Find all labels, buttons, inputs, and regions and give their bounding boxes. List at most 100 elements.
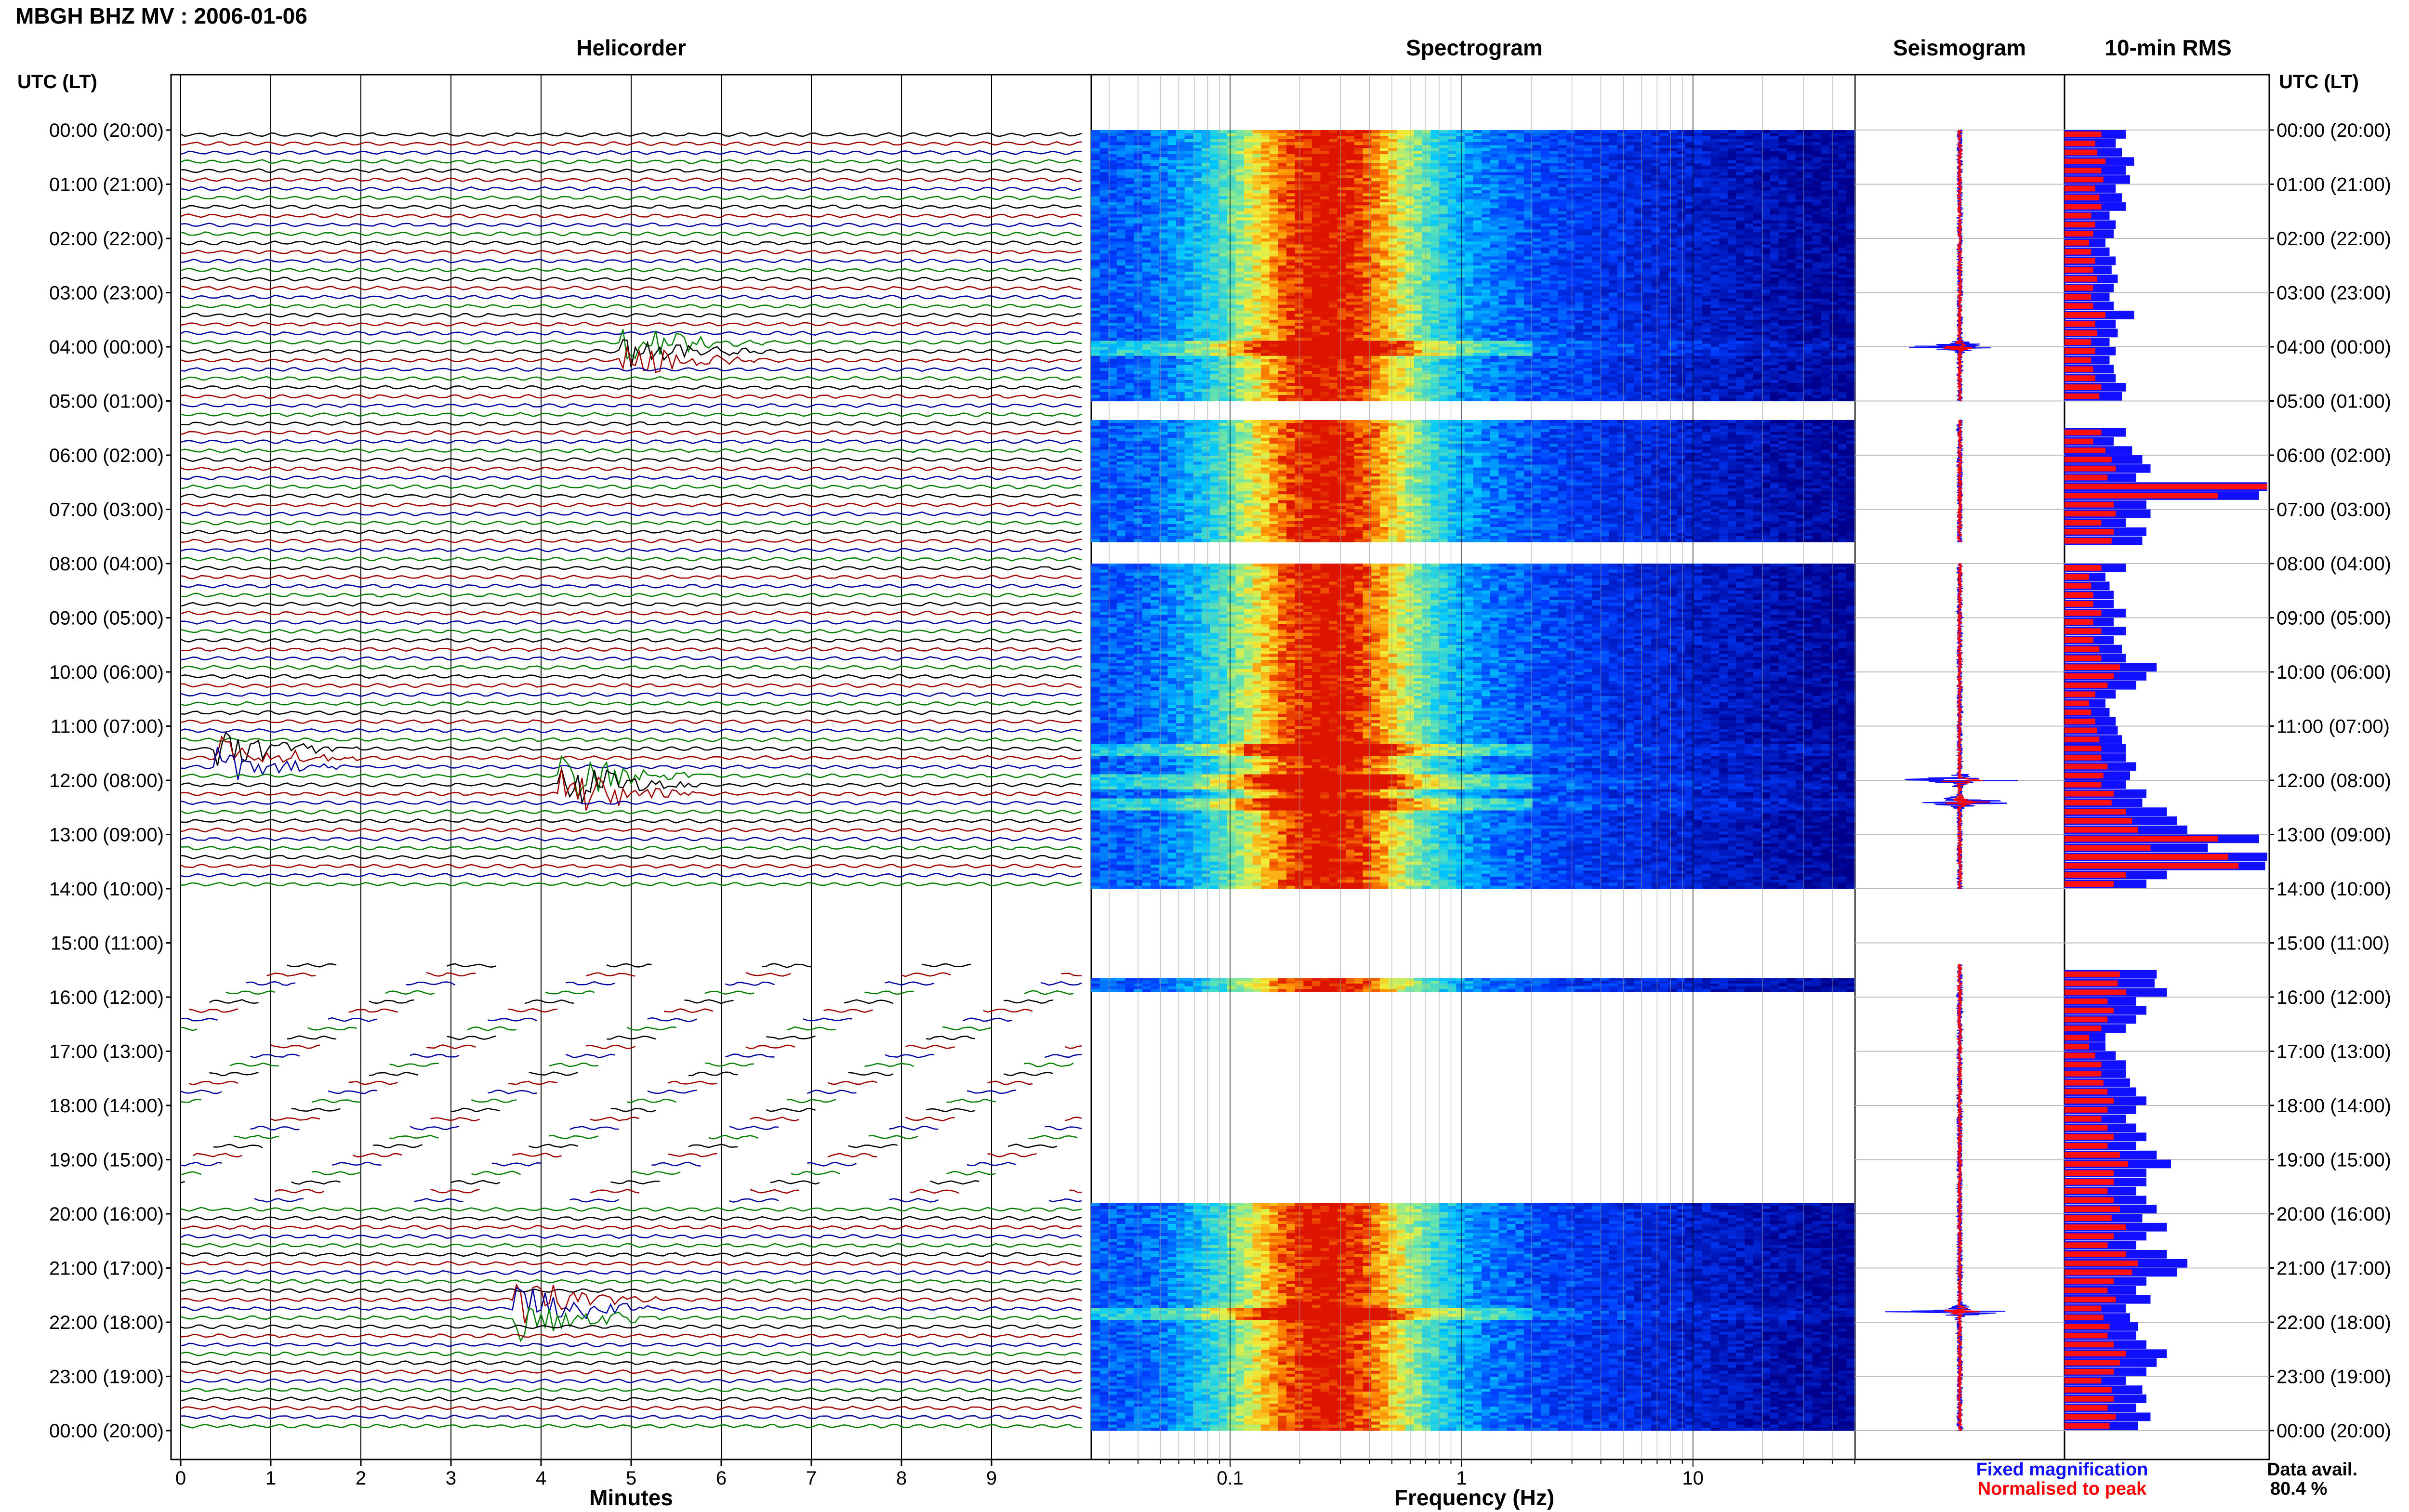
spectrogram-cell xyxy=(1804,277,1813,281)
spectrogram-cell xyxy=(1702,145,1711,149)
spectrogram-cell xyxy=(1303,256,1312,260)
spectrogram-cell xyxy=(1515,220,1524,224)
spectrogram-cell xyxy=(1812,139,1822,143)
spectrogram-cell xyxy=(1414,205,1423,209)
spectrogram-cell xyxy=(1295,217,1304,221)
spectrogram-cell xyxy=(1651,247,1660,251)
spectrogram-cell xyxy=(1159,214,1168,218)
spectrogram-cell xyxy=(1812,280,1822,284)
spectrogram-cell xyxy=(1498,256,1508,260)
helicorder-trace xyxy=(180,376,1082,381)
spectrogram-cell xyxy=(1311,130,1321,133)
spectrogram-cell xyxy=(1456,259,1465,263)
spectrogram-cell xyxy=(1541,148,1550,152)
spectrogram-cell xyxy=(1320,199,1329,203)
spectrogram-cell xyxy=(1702,253,1711,257)
spectrogram-cell xyxy=(1447,253,1456,257)
spectrogram-cell xyxy=(1575,175,1584,179)
spectrogram-cell xyxy=(1702,280,1711,284)
spectrogram-cell xyxy=(1379,271,1389,275)
spectrogram-cell xyxy=(1091,142,1100,145)
spectrogram-cell xyxy=(1269,253,1278,257)
spectrogram-cell xyxy=(1167,145,1177,149)
spectrogram-cell xyxy=(1176,130,1185,133)
spectrogram-cell xyxy=(1252,275,1261,278)
spectrogram-cell xyxy=(1498,220,1508,224)
spectrogram-cell xyxy=(1482,208,1491,212)
spectrogram-cell xyxy=(1371,268,1380,272)
spectrogram-cell xyxy=(1668,142,1677,145)
spectrogram-cell xyxy=(1414,148,1423,152)
spectrogram-cell xyxy=(1532,280,1541,284)
spectrogram-cell xyxy=(1244,193,1253,197)
spectrogram-cell xyxy=(1456,175,1465,179)
spectrogram-cell xyxy=(1736,247,1745,251)
spectrogram-cell xyxy=(1422,142,1431,145)
spectrogram-cell xyxy=(1651,256,1660,260)
spectrogram-cell xyxy=(1286,190,1296,194)
spectrogram-cell xyxy=(1091,265,1100,269)
spectrogram-cell xyxy=(1846,211,1855,215)
spectrogram-cell xyxy=(1201,214,1211,218)
spectrogram-cell xyxy=(1447,235,1456,239)
spectrogram-cell xyxy=(1524,268,1533,272)
spectrogram-cell xyxy=(1583,211,1592,215)
spectrogram-cell xyxy=(1507,253,1516,257)
spectrogram-cell xyxy=(1227,190,1236,194)
spectrogram-cell xyxy=(1295,175,1304,179)
spectrogram-cell xyxy=(1091,241,1100,245)
spectrogram-cell xyxy=(1193,136,1202,140)
spectrogram-cell xyxy=(1838,208,1847,212)
spectrogram-cell xyxy=(1515,160,1524,164)
spectrogram-cell xyxy=(1193,275,1202,278)
spectrogram-cell xyxy=(1541,163,1550,167)
spectrogram-cell xyxy=(1346,172,1355,176)
spectrogram-cell xyxy=(1515,223,1524,227)
spectrogram-cell xyxy=(1642,253,1652,257)
spectrogram-cell xyxy=(1125,184,1134,188)
spectrogram-cell xyxy=(1727,181,1736,185)
spectrogram-cell xyxy=(1430,259,1440,263)
spectrogram-cell xyxy=(1532,175,1541,179)
spectrogram-image xyxy=(1091,130,1855,1431)
time-label-right: 04:00 (00:00) xyxy=(2277,337,2391,358)
spectrogram-cell xyxy=(1719,190,1728,194)
spectrogram-cell xyxy=(1286,263,1296,266)
spectrogram-cell xyxy=(1778,256,1787,260)
spectrogram-cell xyxy=(1558,145,1567,149)
spectrogram-cell xyxy=(1363,184,1372,188)
spectrogram-cell xyxy=(1473,214,1482,218)
spectrogram-cell xyxy=(1439,205,1448,209)
spectrogram-cell xyxy=(1151,287,1160,290)
spectrogram-cell xyxy=(1439,181,1448,185)
spectrogram-cell xyxy=(1761,148,1771,152)
spectrogram-cell xyxy=(1710,277,1720,281)
spectrogram-cell xyxy=(1269,241,1278,245)
spectrogram-cell xyxy=(1795,277,1804,281)
spectrogram-cell xyxy=(1227,238,1236,242)
spectrogram-cell xyxy=(1541,247,1550,251)
spectrogram-cell xyxy=(1116,275,1125,278)
spectrogram-cell xyxy=(1261,235,1270,239)
spectrogram-cell xyxy=(1600,187,1609,191)
spectrogram-cell xyxy=(1659,154,1669,158)
spectrogram-cell xyxy=(1210,214,1219,218)
spectrogram-cell xyxy=(1558,226,1567,230)
spectrogram-cell xyxy=(1422,211,1431,215)
spectrogram-cell xyxy=(1702,277,1711,281)
spectrogram-cell xyxy=(1482,157,1491,161)
spectrogram-cell xyxy=(1829,275,1839,278)
spectrogram-cell xyxy=(1235,259,1244,263)
helicorder-trace xyxy=(180,710,1082,715)
spectrogram-cell xyxy=(1252,226,1261,230)
spectrogram-cell xyxy=(1269,199,1278,203)
spectrogram-cell xyxy=(1439,157,1448,161)
spectrogram-cell xyxy=(1320,235,1329,239)
spectrogram-cell xyxy=(1498,157,1508,161)
spectrogram-cell xyxy=(1583,241,1592,245)
spectrogram-cell xyxy=(1524,259,1533,263)
spectrogram-cell xyxy=(1685,175,1694,179)
spectrogram-cell xyxy=(1346,238,1355,242)
spectrogram-cell xyxy=(1099,163,1109,167)
spectrogram-cell xyxy=(1286,133,1296,137)
